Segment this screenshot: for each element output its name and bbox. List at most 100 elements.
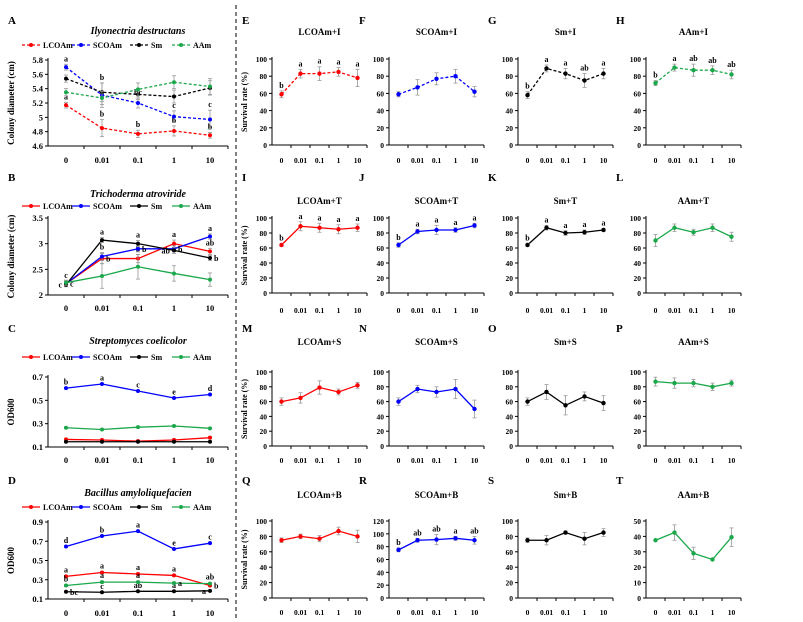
y-tick-label: 100: [630, 368, 642, 377]
panel-title: LCOAm+B: [297, 490, 342, 500]
x-tick-label: 1: [454, 456, 458, 465]
significance-letter: ab: [413, 528, 422, 537]
y-tick-label: 0: [509, 289, 513, 298]
panel-title: LCOAm+T: [297, 196, 342, 206]
legend-label: AAm: [193, 202, 212, 211]
data-point: [653, 379, 658, 384]
panel-title: Ilyonectria destructans: [90, 26, 186, 37]
data-point: [355, 383, 360, 388]
x-tick-label: 0: [654, 156, 658, 165]
series-AAm+T: [653, 223, 734, 247]
data-point: [64, 425, 68, 430]
data-point: [653, 238, 658, 243]
x-tick-label: 0.01: [668, 306, 681, 315]
data-point: [172, 396, 176, 400]
y-tick-label: 0.5: [32, 556, 43, 566]
legend-label: Sm: [151, 41, 162, 50]
panel-letter: A: [8, 15, 16, 27]
significance-letter: b: [396, 233, 401, 242]
panel-letter: E: [242, 15, 249, 27]
data-point: [136, 87, 140, 92]
panel-M: M LCOAm+S 0 20 40 60 80 100 0 0.01 0.1 1 10 Survival …: [240, 323, 368, 465]
y-tick-label: 60: [506, 548, 514, 557]
data-point: [136, 389, 140, 393]
data-point: [691, 380, 696, 386]
x-tick-label: 0.1: [689, 306, 699, 315]
y-axis-label: Survival rate (%): [240, 72, 249, 132]
panel-G: G Sm+I 0 20 40 60 80 100 0 0.01 0.1 1 10 a a a ab b: [488, 15, 614, 165]
x-tick-label: 0.1: [432, 156, 442, 165]
data-point: [100, 126, 104, 131]
data-point: [208, 439, 212, 444]
data-point: [544, 538, 549, 543]
series-line: [65, 78, 211, 98]
series-SCOAm: a b c d e: [64, 521, 212, 551]
y-tick-label: 40: [260, 259, 268, 268]
panel-title: LCOAm+I: [298, 27, 341, 37]
panel-title: Sm+B: [554, 490, 578, 500]
data-point: [601, 71, 606, 76]
y-tick-label: 40: [377, 107, 385, 116]
x-tick-label: 0.01: [411, 608, 424, 617]
y-tick-label: 2.5: [32, 264, 43, 274]
x-tick-label: 10: [206, 155, 215, 165]
legend-label: Sm: [151, 503, 162, 512]
y-tick-label: 0: [380, 141, 384, 150]
x-tick-label: 0.01: [540, 306, 553, 315]
legend-marker: [29, 43, 33, 47]
x-tick-label: 0.1: [432, 608, 442, 617]
y-tick-label: 80: [634, 383, 642, 392]
x-tick-label: 10: [206, 455, 215, 465]
data-point: [100, 382, 104, 386]
panel-letter: J: [359, 172, 365, 184]
data-point: [64, 386, 68, 391]
y-tick-label: 20: [634, 563, 642, 572]
data-point: [415, 229, 420, 234]
x-tick-label: 0.01: [294, 608, 307, 617]
x-tick-label: 0.01: [540, 156, 553, 165]
significance-letter: ab: [134, 581, 143, 590]
panel-letter: G: [488, 15, 497, 27]
legend-label: Sm: [151, 202, 162, 211]
significance-letter: ab: [432, 524, 441, 533]
y-tick-label: 0: [637, 594, 641, 603]
data-point: [563, 403, 568, 408]
y-tick-label: 40: [634, 532, 642, 541]
y-tick-label: 4.6: [32, 141, 43, 151]
y-tick-label: 80: [377, 543, 385, 552]
y-tick-label: 4.8: [32, 127, 43, 137]
data-point: [525, 538, 530, 543]
significance-letter: b: [525, 234, 530, 243]
x-tick-label: 1: [583, 156, 587, 165]
significance-letter: a: [178, 579, 182, 588]
x-tick-label: 0.1: [689, 156, 699, 165]
legend-label: AAm: [193, 503, 212, 512]
data-point: [208, 581, 212, 586]
data-point: [601, 400, 606, 406]
x-tick-label: 1: [711, 608, 715, 617]
panel-O: O Sm+S 0 20 40 60 80 100 0 0.01 0.1 1 10: [488, 323, 614, 465]
legend-label: LCOAm: [43, 353, 73, 362]
panel-T: T AAm+B 0 10 20 30 40 50 0 0.01 0.1 1 10: [616, 475, 742, 617]
significance-letter: b: [136, 120, 141, 129]
y-tick-label: 120: [373, 517, 385, 526]
data-point: [100, 439, 104, 444]
significance-letter: b: [279, 81, 284, 90]
data-point: [710, 225, 715, 230]
x-tick-label: 0.1: [315, 306, 325, 315]
significance-letter: a: [100, 228, 104, 237]
y-tick-label: 0: [263, 141, 267, 150]
y-tick-label: 20: [377, 124, 385, 133]
data-point: [208, 256, 212, 261]
x-tick-label: 0.01: [540, 608, 553, 617]
y-tick-label: 80: [506, 532, 514, 541]
significance-letter: a: [299, 59, 303, 68]
data-point: [434, 227, 439, 233]
data-point: [172, 589, 176, 594]
data-point: [710, 557, 715, 562]
significance-letter: a: [100, 571, 104, 580]
y-tick-label: 20: [260, 124, 268, 133]
series-AAm+B: [653, 524, 734, 562]
